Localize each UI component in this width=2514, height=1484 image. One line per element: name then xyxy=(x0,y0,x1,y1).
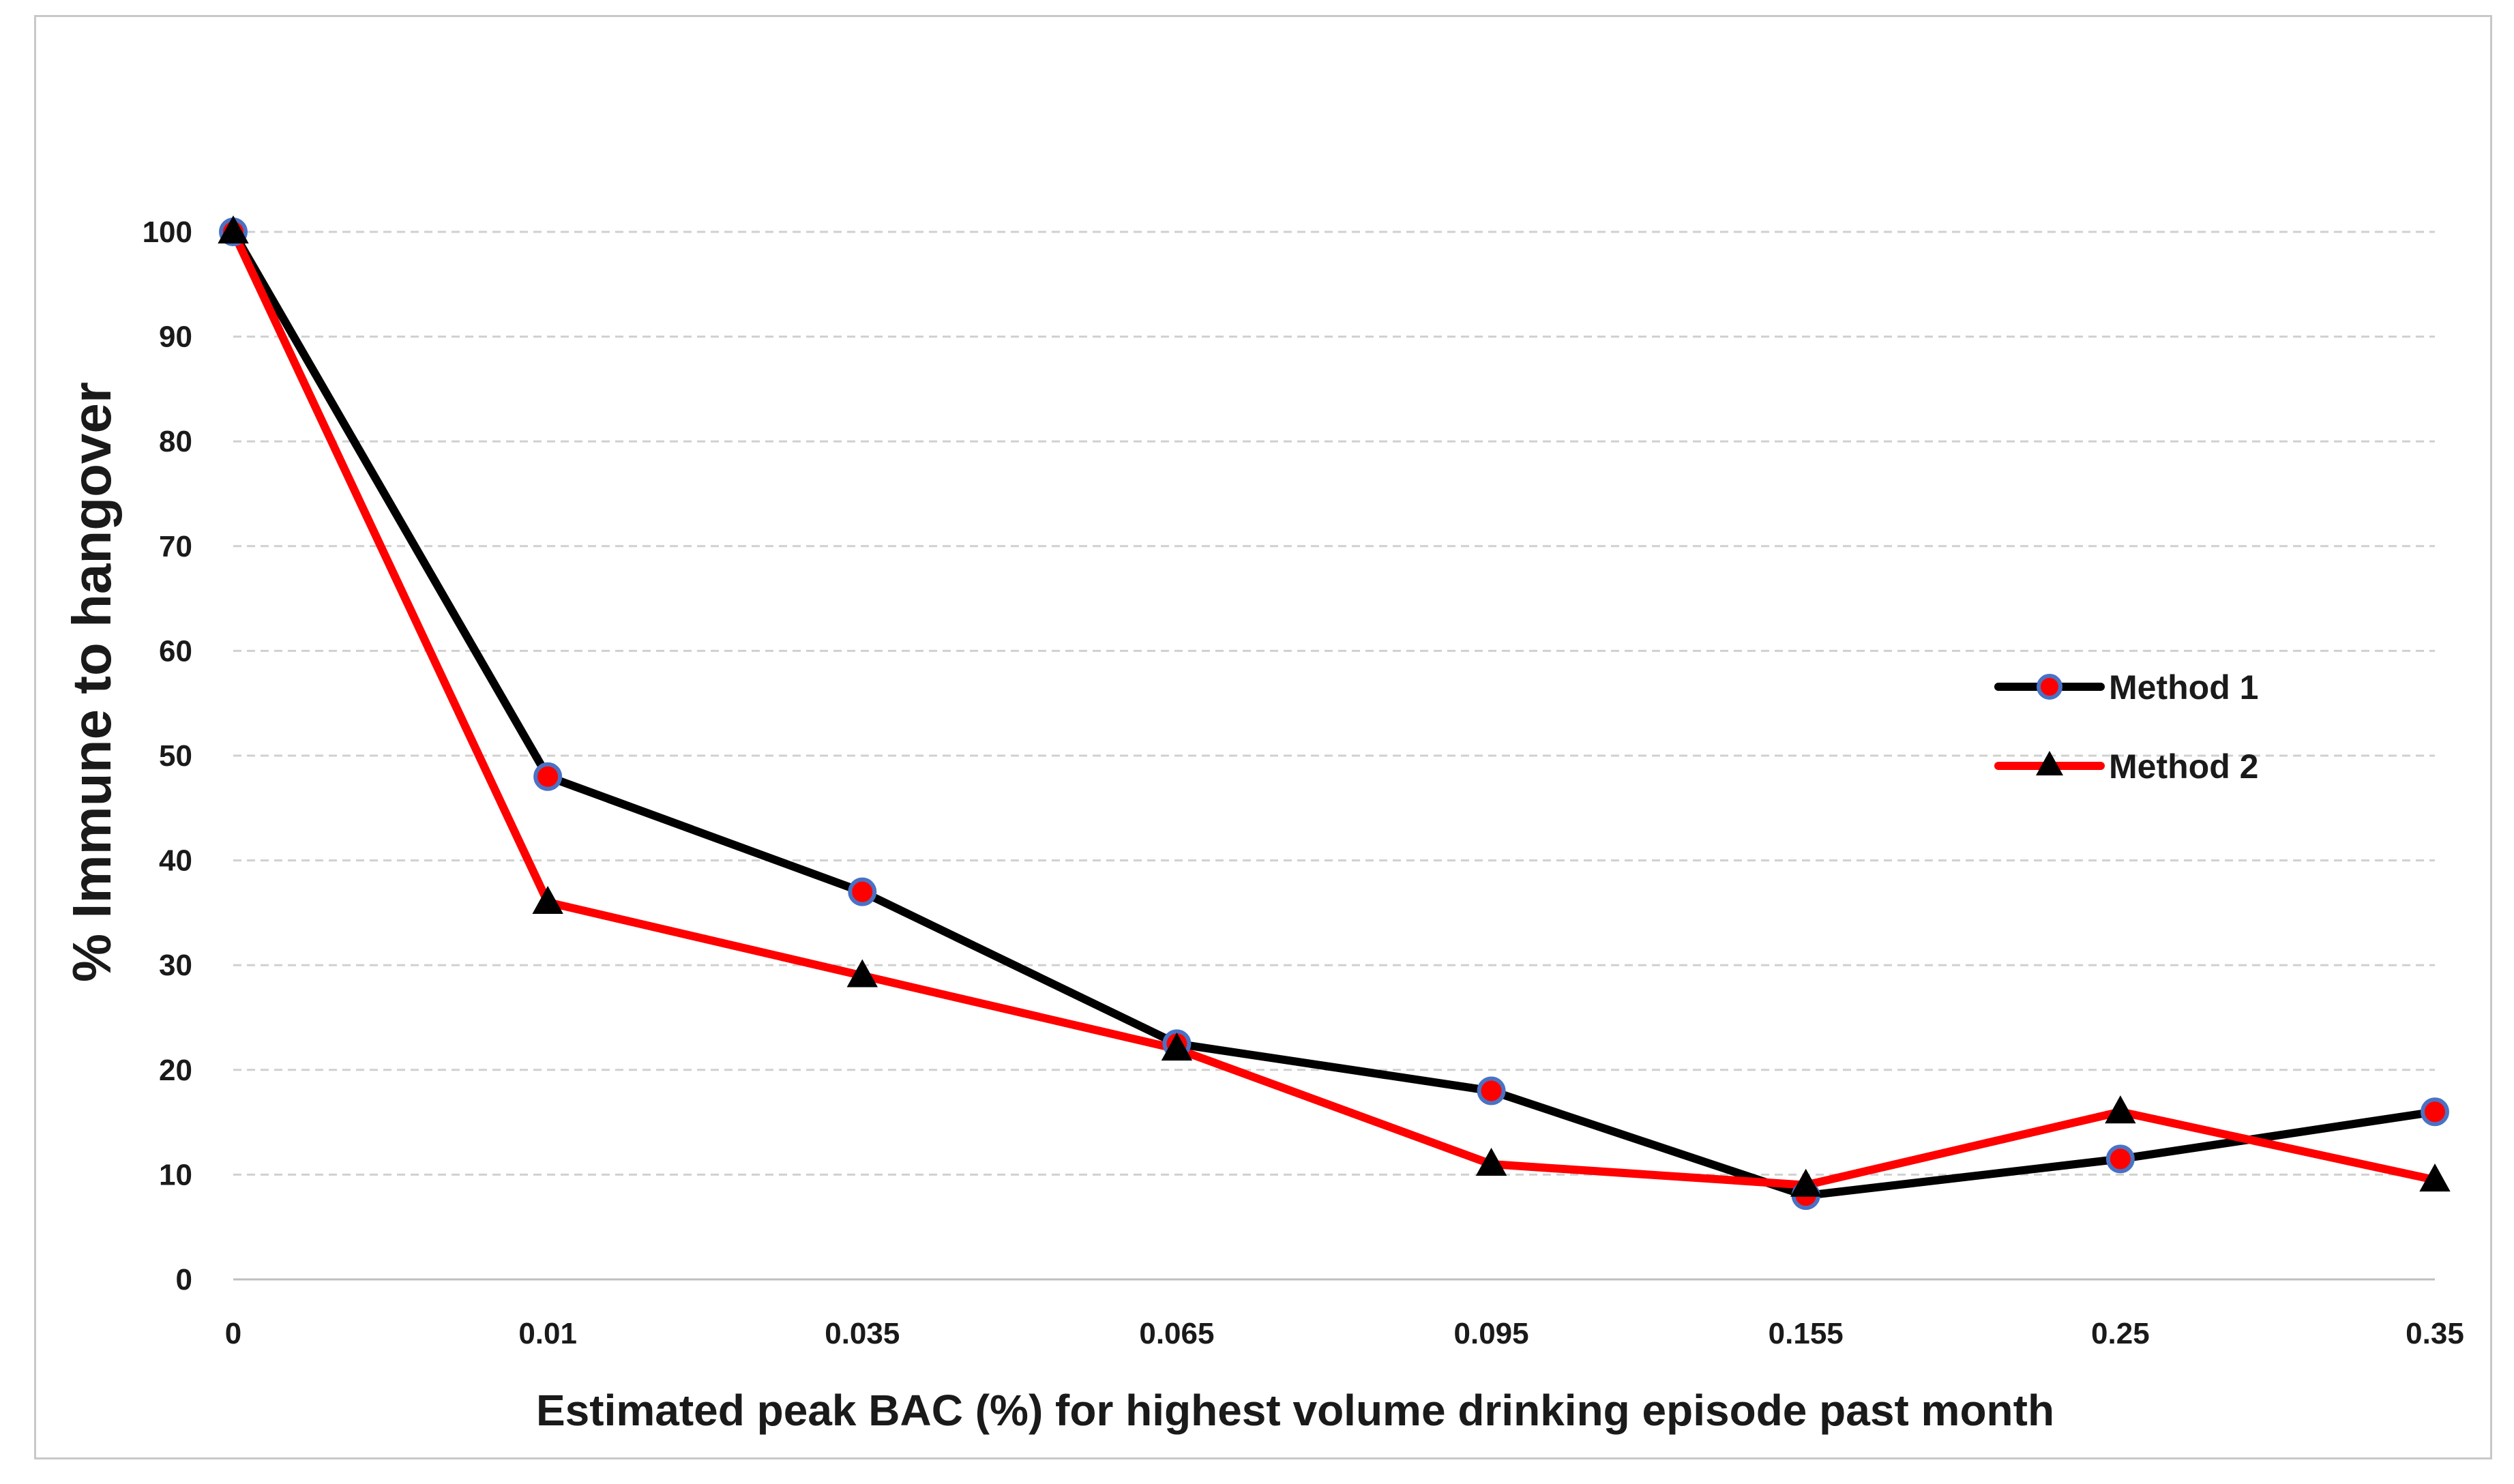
y-tick-label-70: 70 xyxy=(159,530,192,563)
point-method-2-5 xyxy=(1790,1168,1822,1197)
x-tick-label-5: 0.155 xyxy=(1769,1317,1844,1350)
x-tick-label-1: 0.01 xyxy=(518,1317,577,1350)
point-method-2-7 xyxy=(2419,1163,2451,1192)
legend-item-method-1: Method 1 xyxy=(1994,668,2258,707)
legend-marker-method-1 xyxy=(2037,674,2062,700)
y-tick-label-80: 80 xyxy=(159,425,192,458)
point-method-1-7 xyxy=(2421,1097,2449,1127)
point-method-1-2 xyxy=(848,877,877,906)
point-method-2-6 xyxy=(2105,1095,2136,1124)
x-tick-label-0: 0 xyxy=(225,1317,241,1350)
x-tick-label-2: 0.035 xyxy=(825,1317,900,1350)
point-method-2-1 xyxy=(532,885,563,915)
x-axis-title: Estimated peak BAC (%) for highest volum… xyxy=(536,1386,2054,1435)
legend: Method 1 Method 2 xyxy=(1994,668,2258,786)
y-axis-ticks: 0 10 20 30 40 50 60 70 80 90 100 xyxy=(143,216,192,1296)
y-tick-label-30: 30 xyxy=(159,949,192,982)
y-tick-label-90: 90 xyxy=(159,321,192,354)
x-tick-label-7: 0.35 xyxy=(2406,1317,2464,1350)
legend-marker-method-2 xyxy=(2036,751,2063,775)
x-tick-label-4: 0.095 xyxy=(1454,1317,1529,1350)
y-tick-label-10: 10 xyxy=(159,1158,192,1191)
point-method-2-4 xyxy=(1475,1147,1507,1176)
y-tick-label-50: 50 xyxy=(159,739,192,773)
x-tick-label-3: 0.065 xyxy=(1139,1317,1214,1350)
series-line-2 xyxy=(229,228,2439,1189)
series-lines xyxy=(229,228,2439,1200)
legend-item-method-2: Method 2 xyxy=(1994,747,2258,786)
series-markers xyxy=(218,215,2451,1211)
series-line-1 xyxy=(229,228,2439,1200)
point-method-1-4 xyxy=(1477,1076,1506,1105)
x-axis-ticks: 0 0.01 0.035 0.065 0.095 0.155 0.25 0.35 xyxy=(225,1317,2464,1350)
point-method-2-2 xyxy=(846,959,878,988)
legend-label-method-1: Method 1 xyxy=(2109,668,2258,707)
point-method-1-6 xyxy=(2105,1144,2135,1174)
y-tick-label-20: 20 xyxy=(159,1054,192,1087)
point-method-2-3 xyxy=(1161,1033,1193,1061)
y-tick-label-40: 40 xyxy=(159,844,192,878)
y-tick-label-60: 60 xyxy=(159,634,192,668)
point-method-1-1 xyxy=(533,762,563,791)
legend-label-method-2: Method 2 xyxy=(2109,747,2258,786)
chart-frame xyxy=(34,15,2492,1459)
y-tick-label-0: 0 xyxy=(176,1263,192,1296)
x-tick-label-6: 0.25 xyxy=(2091,1317,2150,1350)
gridlines xyxy=(233,231,2435,1281)
y-axis-title: % Immune to hangover xyxy=(61,382,122,982)
y-tick-label-100: 100 xyxy=(143,216,192,249)
point-method-2-0 xyxy=(218,215,249,243)
